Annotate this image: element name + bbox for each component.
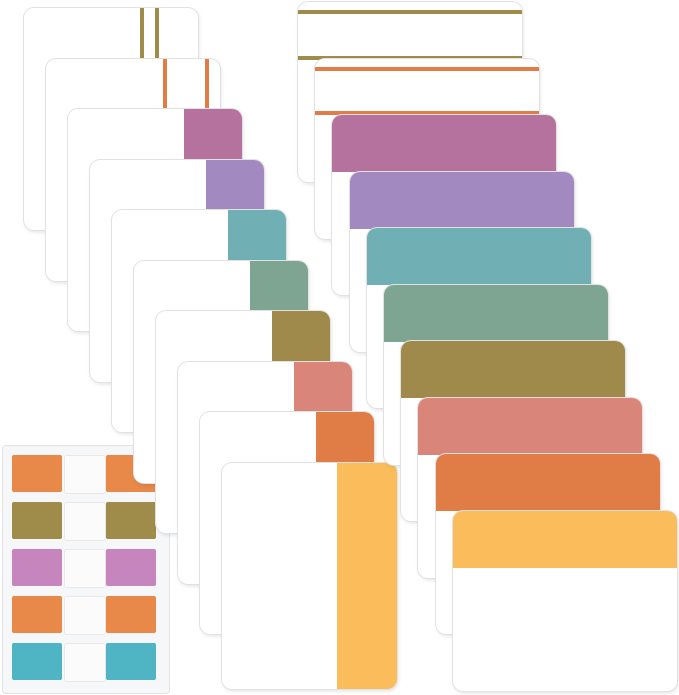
mini-tab-clear-end [64,549,106,588]
vertical-tab-card [222,462,397,689]
mini-tab-clear-end [64,502,106,541]
tab-color-strip [401,341,626,398]
mini-tab-sheet [2,445,170,694]
tab-color-strip [452,510,677,568]
mini-tab-clear-end [64,596,106,635]
horizontal-tab-card [452,510,677,691]
mini-tab [106,643,156,680]
tab-stripe-line [315,66,540,71]
mini-tab [12,455,62,492]
tab-color-strip [337,462,397,689]
mini-tab [12,502,62,539]
mini-tab [106,549,156,586]
mini-tab [106,502,156,539]
tab-color-strip [384,284,608,342]
tab-stripe-line [298,10,522,14]
mini-tab [12,549,62,586]
tab-color-strip [366,228,591,285]
mini-tab [12,643,62,680]
tab-color-strip [418,397,643,455]
tab-stripe-line [298,56,522,60]
tab-color-strip [435,454,660,511]
tab-stripe-line [315,110,540,115]
tab-color-strip [349,171,574,229]
mini-tab-clear-end [64,455,106,494]
mini-tab-clear-end [64,643,106,682]
mini-tab [12,596,62,633]
tab-color-strip [332,115,557,172]
mini-tab [106,596,156,633]
